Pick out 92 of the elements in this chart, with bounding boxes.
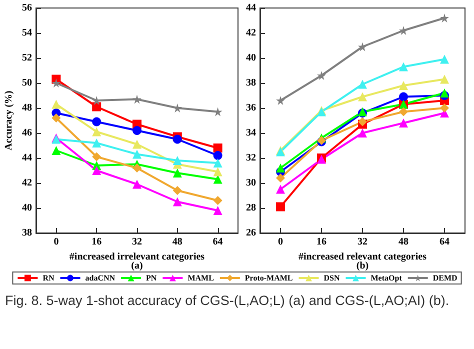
point xyxy=(276,184,285,194)
y-tick-label: 42 xyxy=(22,178,32,188)
x-tick-label: 16 xyxy=(92,236,102,248)
point xyxy=(92,152,102,162)
point xyxy=(213,196,222,205)
point xyxy=(52,78,61,88)
y-tick-label: 44 xyxy=(246,2,256,14)
y-axis-title: Accuracy (%) xyxy=(4,90,14,150)
point xyxy=(440,14,449,22)
y-tick-label: 34 xyxy=(246,128,256,138)
y-tick-label: 32 xyxy=(246,152,256,164)
y-tick-label: 50 xyxy=(22,78,32,88)
x-axis-title: #increased relevant categories xyxy=(298,251,427,262)
point xyxy=(172,156,182,165)
point xyxy=(52,114,61,122)
y-tick-label: 48 xyxy=(22,102,32,114)
legend-label: PN xyxy=(146,274,157,282)
point xyxy=(213,158,222,168)
y-tick-label: 54 xyxy=(22,28,32,38)
point xyxy=(132,94,142,104)
point xyxy=(213,151,222,160)
caption: Fig. 8. 5-way 1-shot accuracy of CGS-(L,AO;L) (a) and CGS-(L,AO;AI) (b). xyxy=(5,292,450,309)
point xyxy=(399,62,408,72)
point xyxy=(399,81,408,90)
point xyxy=(213,206,222,215)
y-tick-label: 38 xyxy=(22,228,32,238)
legend-label: DSN xyxy=(324,274,340,282)
point xyxy=(399,107,408,116)
point xyxy=(358,80,367,89)
y-tick-label: 44 xyxy=(22,152,32,164)
point xyxy=(276,96,285,105)
y-tick-label: 40 xyxy=(22,202,32,214)
text: (b) xyxy=(356,260,369,272)
legend-label: MetaOpt xyxy=(370,274,402,282)
y-tick-label: 52 xyxy=(22,52,32,64)
point xyxy=(440,74,449,84)
legend-label: RN xyxy=(42,274,54,282)
text: (a) xyxy=(131,260,143,272)
point xyxy=(132,180,142,189)
point xyxy=(92,117,102,126)
y-tick-label: 36 xyxy=(246,102,256,114)
point xyxy=(132,126,142,135)
point xyxy=(358,42,367,52)
point xyxy=(132,164,142,172)
y-tick-label: 42 xyxy=(246,28,256,38)
point xyxy=(276,202,285,212)
point xyxy=(172,134,182,144)
x-tick-label: 32 xyxy=(132,236,142,248)
x-tick-label: 16 xyxy=(316,236,326,248)
x-tick-label: 32 xyxy=(358,236,368,248)
y-tick-label: 28 xyxy=(246,202,256,214)
x-tick-label: 0 xyxy=(278,236,283,248)
point xyxy=(172,168,182,178)
point xyxy=(358,128,367,138)
point xyxy=(276,164,285,172)
y-tick-label: 30 xyxy=(246,178,256,188)
legend-label: MAML xyxy=(188,274,214,282)
point xyxy=(172,197,182,206)
point xyxy=(52,100,61,109)
x-tick-label: 64 xyxy=(212,236,223,248)
y-tick-label: 38 xyxy=(246,78,256,88)
point xyxy=(358,92,367,102)
y-tick-label: 26 xyxy=(246,228,256,238)
point xyxy=(440,88,449,98)
x-tick-label: 64 xyxy=(440,236,450,248)
x-tick-label: 0 xyxy=(54,236,59,248)
point xyxy=(440,104,449,112)
point xyxy=(52,146,61,155)
point xyxy=(213,167,222,176)
point xyxy=(317,71,326,80)
legend-label: adaCNN xyxy=(85,274,116,282)
y-tick-label: 46 xyxy=(22,128,32,138)
point xyxy=(399,118,408,128)
point xyxy=(172,186,182,195)
x-axis-title: #increased irrelevant categories xyxy=(69,251,205,262)
point xyxy=(276,174,285,182)
legend-label: Proto-MAML xyxy=(244,274,293,282)
point xyxy=(213,144,222,152)
point xyxy=(92,127,102,136)
y-tick-label: 56 xyxy=(22,2,32,14)
point xyxy=(132,150,142,159)
point xyxy=(92,166,102,175)
point xyxy=(399,92,408,102)
y-tick-label: 40 xyxy=(246,52,256,64)
legend-label: DEMD xyxy=(432,274,458,282)
x-tick-label: 48 xyxy=(398,236,408,248)
point xyxy=(132,140,142,149)
point xyxy=(358,117,367,126)
x-tick-label: 48 xyxy=(172,236,182,248)
point xyxy=(440,54,449,64)
point xyxy=(92,102,102,112)
point xyxy=(92,138,102,148)
